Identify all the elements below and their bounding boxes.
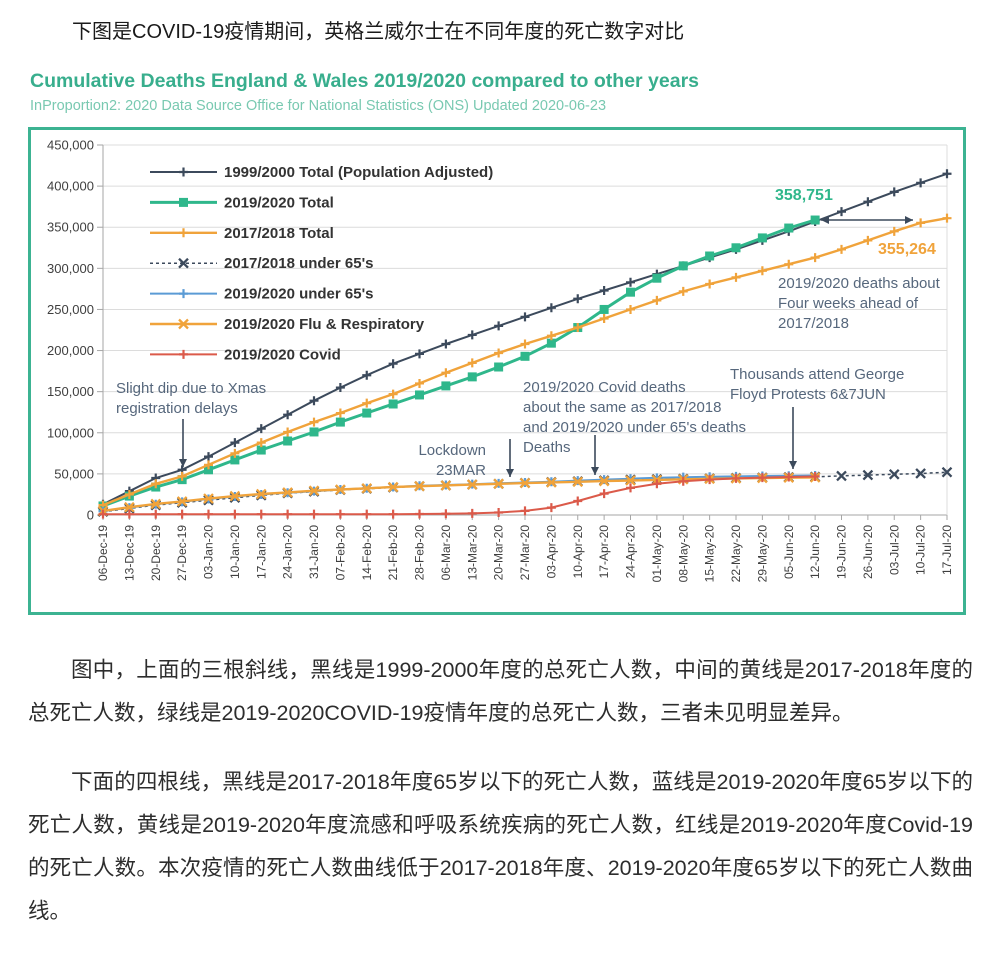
chart-subtitle: InProportion2: 2020 Data Source Office f…	[30, 98, 607, 114]
legend-item-series-2019-2020-total: 2019/2020 Total	[150, 194, 334, 211]
svg-text:03-Jan-20: 03-Jan-20	[202, 525, 216, 579]
svg-text:150,000: 150,000	[47, 384, 94, 399]
chart-annotations: 358,751 355,264 2019/2020 deaths about Four…	[116, 187, 941, 479]
svg-text:15-May-20: 15-May-20	[703, 525, 717, 583]
svg-text:250,000: 250,000	[47, 302, 94, 317]
svg-text:450,000: 450,000	[47, 138, 94, 153]
svg-text:10-Jul-20: 10-Jul-20	[914, 525, 928, 575]
svg-text:2019/2020 deaths about: 2019/2020 deaths about	[778, 275, 941, 292]
svg-text:01-May-20: 01-May-20	[650, 525, 664, 583]
legend-label: 2019/2020 Total	[224, 194, 334, 211]
svg-text:300,000: 300,000	[47, 261, 94, 276]
legend-label: 2017/2018 under 65's	[224, 255, 374, 272]
svg-text:100,000: 100,000	[47, 425, 94, 440]
svg-text:Slight dip due to Xmas: Slight dip due to Xmas	[116, 380, 266, 397]
legend-item-series-2017-2018-total: 2017/2018 Total	[150, 225, 334, 242]
legend-label: 2017/2018 Total	[224, 225, 334, 242]
annotation-floyd_protests: Thousands attend George Floyd Protests 6&…	[730, 366, 904, 403]
svg-text:2019/2020 Covid deaths: 2019/2020 Covid deaths	[523, 379, 686, 396]
annotation-value_green: 358,751	[775, 187, 833, 204]
annotation-covid_similar: 2019/2020 Covid deaths about the same as …	[523, 379, 746, 456]
svg-text:10-Jan-20: 10-Jan-20	[228, 525, 242, 579]
series-2019-2020-total	[98, 215, 820, 511]
svg-text:12-Jun-20: 12-Jun-20	[808, 525, 822, 579]
svg-text:350,000: 350,000	[47, 220, 94, 235]
svg-text:22-May-20: 22-May-20	[729, 525, 743, 583]
plot-gridlines	[97, 144, 947, 516]
svg-text:10-Apr-20: 10-Apr-20	[571, 525, 585, 579]
annotation-lockdown: Lockdown 23MAR	[418, 442, 486, 479]
svg-text:13-Dec-19: 13-Dec-19	[122, 525, 136, 581]
legend-item-series-2019-2020-flu-respiratory: 2019/2020 Flu & Respiratory	[150, 316, 425, 333]
svg-text:27-Dec-19: 27-Dec-19	[175, 525, 189, 581]
svg-text:Floyd Protests 6&7JUN: Floyd Protests 6&7JUN	[730, 386, 886, 403]
svg-text:200,000: 200,000	[47, 343, 94, 358]
svg-text:06-Mar-20: 06-Mar-20	[439, 525, 453, 581]
svg-text:17-Apr-20: 17-Apr-20	[597, 525, 611, 579]
svg-text:26-Jun-20: 26-Jun-20	[861, 525, 875, 579]
y-axis-tick-labels: 0 50,000 100,000 150,000 200,000 250,000 300,0…	[47, 138, 94, 523]
svg-text:20-Dec-19: 20-Dec-19	[149, 525, 163, 581]
svg-text:400,000: 400,000	[47, 179, 94, 194]
svg-text:27-Mar-20: 27-Mar-20	[518, 525, 532, 581]
svg-text:21-Feb-20: 21-Feb-20	[386, 525, 400, 581]
svg-text:17-Jan-20: 17-Jan-20	[254, 525, 268, 579]
svg-text:358,751: 358,751	[775, 187, 833, 204]
annotation-value_orange: 355,264	[878, 241, 936, 258]
article-page: 下图是COVID-19疫情期间，英格兰威尔士在不同年度的死亡数字对比 Cumul…	[0, 18, 1000, 973]
intro-text: 下图是COVID-19疫情期间，英格兰威尔士在不同年度的死亡数字对比	[72, 21, 685, 43]
chart-title: Cumulative Deaths England & Wales 2019/2…	[30, 70, 700, 92]
series-2017-2018-total	[98, 213, 952, 510]
paragraph-lower-lines-explanation: 下面的四根线，黑线是2017-2018年度65岁以下的死亡人数，蓝线是2019-…	[28, 770, 973, 923]
svg-text:31-Jan-20: 31-Jan-20	[307, 525, 321, 579]
svg-text:06-Dec-19: 06-Dec-19	[96, 525, 110, 581]
svg-text:about the same as 2017/2018: about the same as 2017/2018	[523, 399, 722, 416]
legend-label: 2019/2020 under 65's	[224, 286, 374, 303]
svg-text:03-Apr-20: 03-Apr-20	[544, 525, 558, 579]
svg-text:Four weeks ahead of: Four weeks ahead of	[778, 295, 919, 312]
svg-text:50,000: 50,000	[54, 466, 94, 481]
svg-text:29-May-20: 29-May-20	[755, 525, 769, 583]
chart-legend: 1999/2000 Total (Population Adjusted) 201…	[150, 164, 493, 363]
series-2019-2020-covid	[98, 472, 820, 519]
legend-label: 1999/2000 Total (Population Adjusted)	[224, 164, 493, 181]
svg-text:19-Jun-20: 19-Jun-20	[835, 525, 849, 579]
svg-text:and 2019/2020 under 65's death: and 2019/2020 under 65's deaths	[523, 419, 746, 436]
svg-text:registration delays: registration delays	[116, 400, 238, 417]
svg-text:17-Jul-20: 17-Jul-20	[940, 525, 954, 575]
svg-text:20-Mar-20: 20-Mar-20	[492, 525, 506, 581]
svg-text:355,264: 355,264	[878, 241, 936, 258]
annotation-xmas_dip: Slight dip due to Xmas registration delay…	[116, 380, 266, 417]
svg-text:Deaths: Deaths	[523, 439, 571, 456]
article-content: 下图是COVID-19疫情期间，英格兰威尔士在不同年度的死亡数字对比 Cumul…	[0, 18, 1000, 973]
cumulative-deaths-chart: 0 50,000 100,000 150,000 200,000 250,000 300,0…	[47, 138, 954, 583]
legend-item-series-2019-2020-under-65s: 2019/2020 under 65's	[150, 286, 374, 303]
legend-label: 2019/2020 Covid	[224, 346, 341, 363]
x-axis-tick-labels: 06-Dec-19 13-Dec-19 20-Dec-19 27-Dec-19 03-J…	[96, 515, 954, 582]
svg-text:23MAR: 23MAR	[436, 462, 486, 479]
annotation-four_weeks: 2019/2020 deaths about Four weeks ahead o…	[778, 275, 941, 332]
legend-item-series-2019-2020-covid: 2019/2020 Covid	[150, 346, 341, 363]
legend-item-series-2017-2018-under-65s: 2017/2018 under 65's	[150, 255, 374, 272]
paragraph-upper-lines-explanation: 图中，上面的三根斜线，黑线是1999-2000年度的总死亡人数，中间的黄线是20…	[28, 658, 973, 725]
svg-text:Lockdown: Lockdown	[418, 442, 486, 459]
svg-text:07-Feb-20: 07-Feb-20	[333, 525, 347, 581]
annotation-arrows	[179, 216, 913, 477]
svg-text:28-Feb-20: 28-Feb-20	[413, 525, 427, 581]
svg-text:08-May-20: 08-May-20	[676, 525, 690, 583]
svg-text:24-Jan-20: 24-Jan-20	[281, 525, 295, 579]
svg-text:24-Apr-20: 24-Apr-20	[624, 525, 638, 579]
legend-label: 2019/2020 Flu & Respiratory	[224, 316, 425, 333]
svg-text:Thousands attend George: Thousands attend George	[730, 366, 904, 383]
legend-item-series-1999-2000-total: 1999/2000 Total (Population Adjusted)	[150, 164, 493, 181]
svg-text:03-Jul-20: 03-Jul-20	[887, 525, 901, 575]
svg-text:13-Mar-20: 13-Mar-20	[465, 525, 479, 581]
svg-text:2017/2018: 2017/2018	[778, 315, 849, 332]
svg-text:05-Jun-20: 05-Jun-20	[782, 525, 796, 579]
svg-text:14-Feb-20: 14-Feb-20	[360, 525, 374, 581]
svg-text:0: 0	[87, 508, 94, 523]
chart-container: 0 50,000 100,000 150,000 200,000 250,000 300,0…	[28, 127, 966, 615]
